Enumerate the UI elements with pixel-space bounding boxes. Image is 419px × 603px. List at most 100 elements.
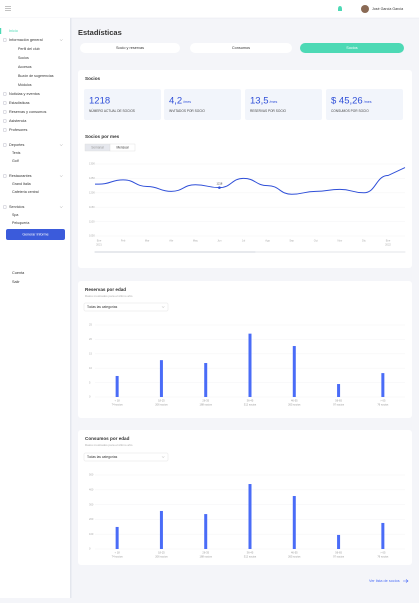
tab-label[interactable]: Consumos [232, 46, 250, 50]
nav-subitem[interactable]: Grand Italia [12, 182, 31, 186]
x-tick-label: Mar [145, 239, 150, 243]
tab-label[interactable]: Socios [346, 46, 357, 50]
x-tick-year: 2022 [385, 243, 391, 247]
nav-subitem[interactable]: Peluquería [12, 221, 29, 225]
bar [381, 522, 385, 549]
nav-subitem[interactable]: Módulos [18, 83, 32, 87]
nav-subitem[interactable]: Buzón de sugerencias [18, 74, 54, 78]
line-series [95, 167, 406, 195]
x-tick-label: Dic [362, 239, 366, 243]
nav-icon [3, 205, 7, 209]
dropdown-label[interactable]: Todas las categorías [87, 305, 118, 309]
x-tick-label: 46-55 [291, 399, 298, 403]
nav-item[interactable]: Reservas y consumos [9, 110, 46, 114]
data-label: 1218 [217, 181, 223, 185]
x-tick-year: 2021 [96, 243, 102, 247]
chart-subtitle: Datos mostrados para el último año [85, 443, 133, 447]
nav-item[interactable]: Noticias y eventos [9, 92, 40, 96]
x-tick-sublabel: 97 socios [333, 403, 345, 407]
tab[interactable] [300, 43, 404, 53]
nav-icon [3, 101, 7, 105]
x-tick-sublabel: 265 socios [288, 555, 301, 559]
toggle[interactable] [109, 143, 136, 152]
nav-icon [3, 143, 7, 147]
bar [292, 346, 296, 397]
bell-icon[interactable] [338, 6, 342, 11]
active-indicator [0, 28, 2, 34]
footer-link[interactable]: Ver lista de socios [369, 579, 400, 583]
dropdown[interactable] [83, 302, 169, 312]
bar [337, 384, 341, 397]
report-button[interactable] [6, 229, 65, 240]
x-tick-label: > 65 [380, 551, 386, 555]
nav-subitem[interactable]: Socios [18, 56, 29, 60]
nav-subitem[interactable]: Golf [12, 159, 19, 163]
avatar[interactable] [361, 5, 369, 13]
stat-value: $ 45,26 [331, 96, 363, 107]
y-tick-label: 1300 [89, 162, 95, 166]
chart-title: Reservas por edad [85, 287, 126, 292]
x-tick-label: Ene [97, 239, 102, 243]
bar [204, 363, 208, 397]
nav-item[interactable]: Asistencia [9, 119, 27, 123]
stat-label: CONSUMOS POR SOCIO [331, 109, 369, 113]
dropdown-label[interactable]: Todas las categorías [87, 455, 118, 459]
chart-subtitle: Datos mostrados para el último año [85, 294, 133, 298]
nav-item[interactable]: Información general [9, 38, 43, 42]
report-button-label[interactable]: Generar Informe [22, 232, 48, 236]
x-tick-label: 26-35 [202, 399, 209, 403]
x-tick-label: Jun [217, 239, 222, 243]
x-tick-label: Jul [242, 239, 246, 243]
x-tick-label: Ago [265, 239, 270, 243]
x-tick-label: < 18 [115, 399, 121, 403]
nav-subitem[interactable]: Spa [12, 213, 18, 217]
nav-item[interactable]: Restaurantes [9, 174, 32, 178]
stat-value: 13,5 [250, 96, 269, 107]
nav-subitem[interactable]: Perfil del club [18, 47, 40, 51]
x-tick-sublabel: 265 socios [288, 403, 301, 407]
stat-box [326, 89, 403, 120]
x-tick-label: 56-65 [335, 399, 342, 403]
x-tick-sublabel: 74 socios [112, 555, 124, 559]
y-tick-label: 5 [89, 380, 91, 384]
nav-item[interactable]: Estadísticas [9, 101, 30, 105]
x-tick-sublabel: 97 socios [333, 555, 345, 559]
chevron [161, 306, 165, 308]
chevron [161, 456, 165, 458]
x-tick-label: Sep [289, 239, 294, 243]
y-tick-label: 200 [89, 517, 94, 521]
x-tick-label: Oct [314, 239, 318, 243]
x-tick-label: May [193, 239, 199, 243]
y-tick-label: 15 [89, 351, 92, 355]
tab[interactable] [190, 43, 292, 53]
dropdown[interactable] [83, 452, 169, 462]
nav-item[interactable]: Servicios [9, 205, 25, 209]
toggle-label[interactable]: Mensual [116, 145, 128, 149]
nav-item[interactable]: Salir [12, 280, 20, 284]
nav-icon [3, 92, 7, 96]
x-tick-sublabel: 206 socios [155, 555, 168, 559]
toggle-label[interactable]: Semanal [91, 145, 104, 149]
nav-subitem[interactable]: Accesos [18, 65, 32, 69]
y-tick-label: 500 [89, 473, 94, 477]
tab-label[interactable]: Socio y reservas [116, 46, 144, 50]
menu-icon[interactable] [5, 6, 11, 11]
user-name[interactable]: José García García [372, 7, 403, 11]
nav-item[interactable]: Profesores [9, 128, 27, 132]
tab[interactable] [80, 43, 180, 53]
stat-unit: /mes [183, 100, 191, 104]
y-tick-label: 400 [89, 487, 94, 491]
chevron [59, 144, 63, 146]
nav-item[interactable]: Deportes [9, 143, 25, 147]
nav-item[interactable]: Cuenta [12, 271, 25, 275]
stat-label: NÚMERO ACTUAL DE SOCIOS [89, 108, 135, 113]
bar [115, 375, 119, 397]
nav-subitem[interactable]: Cafetería central [12, 190, 39, 194]
nav-subitem[interactable]: Tenis [12, 151, 21, 155]
x-tick-label: 18-25 [158, 399, 165, 403]
point [218, 186, 221, 189]
stat-box [84, 89, 161, 120]
nav-item[interactable]: Inicio [9, 29, 18, 33]
x-tick-sublabel: 76 socios [377, 403, 389, 407]
